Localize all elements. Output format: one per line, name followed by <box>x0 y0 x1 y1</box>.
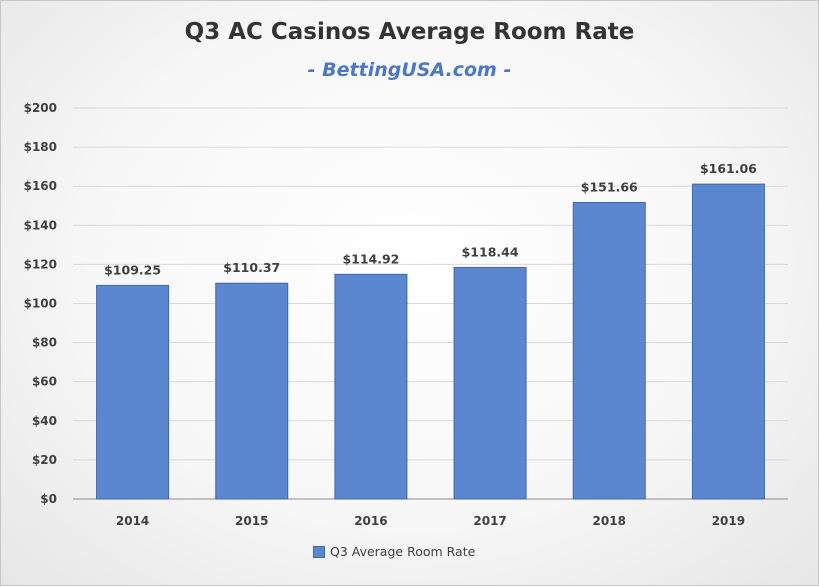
y-tick-label: $160 <box>24 179 57 193</box>
data-label: $110.37 <box>223 260 280 275</box>
data-label: $151.66 <box>581 180 638 195</box>
x-tick-label: 2015 <box>235 514 268 528</box>
bar-2018 <box>572 202 646 500</box>
bar-2017 <box>453 266 527 500</box>
legend-swatch <box>313 545 325 558</box>
y-tick-label: $120 <box>24 257 57 271</box>
y-tick-label: $180 <box>24 140 57 154</box>
x-tick-label: 2014 <box>116 514 149 528</box>
y-tick-label: $80 <box>32 336 57 350</box>
y-tick-label: $140 <box>24 218 57 232</box>
y-tick-label: $20 <box>32 453 57 467</box>
legend-label: Q3 Average Room Rate <box>330 544 476 559</box>
data-label: $114.92 <box>342 251 399 266</box>
x-tick-label: 2016 <box>354 514 387 528</box>
chart-subtitle: - BettingUSA.com - <box>307 59 512 81</box>
bar-2016 <box>334 273 408 500</box>
legend: Q3 Average Room Rate <box>313 544 475 559</box>
data-label: $118.44 <box>462 244 519 259</box>
y-tick-label: $60 <box>32 375 57 389</box>
y-tick-label: $40 <box>32 414 57 428</box>
y-tick-label: $200 <box>24 101 57 115</box>
bar-2019 <box>691 183 765 500</box>
x-tick-label: 2017 <box>473 514 506 528</box>
data-label: $161.06 <box>700 161 757 176</box>
x-tick-label: 2018 <box>593 514 626 528</box>
x-tick-label: 2019 <box>712 514 745 528</box>
data-label: $109.25 <box>104 262 161 277</box>
chart-title: Q3 AC Casinos Average Room Rate <box>184 19 635 45</box>
bar-2014 <box>96 284 170 500</box>
y-tick-label: $100 <box>24 297 57 311</box>
y-tick-label: $0 <box>40 492 57 506</box>
bar-2015 <box>215 282 289 500</box>
